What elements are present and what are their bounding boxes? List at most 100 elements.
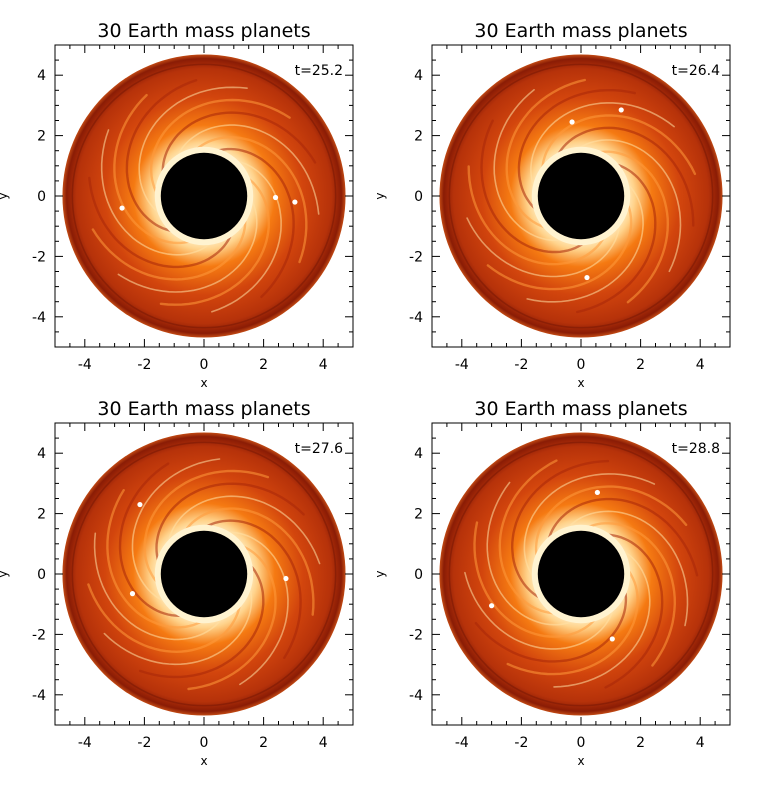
planet-3 xyxy=(609,636,615,642)
spiral-arm xyxy=(574,139,682,273)
x-tick-label: -4 xyxy=(455,735,469,751)
spiral-arm xyxy=(88,176,234,269)
y-axis-label: y xyxy=(0,192,10,199)
x-axis-label: x xyxy=(577,376,584,390)
y-tick-label: 0 xyxy=(414,567,423,583)
x-tick-label: 0 xyxy=(200,357,209,373)
spiral-arm xyxy=(118,462,187,618)
inner-cavity xyxy=(160,152,248,240)
panel-title: 30 Earth mass planets xyxy=(97,20,310,42)
spiral-arm xyxy=(506,566,639,676)
spiral-arm xyxy=(138,561,265,679)
time-label: t=25.2 xyxy=(295,63,343,79)
y-tick-label: 4 xyxy=(414,68,423,84)
y-tick-label: 2 xyxy=(414,129,423,145)
x-tick-label: 4 xyxy=(319,357,328,373)
planet-2 xyxy=(272,194,279,201)
spiral-arm xyxy=(155,482,305,567)
time-label: t=26.4 xyxy=(672,63,720,79)
spiral-structure xyxy=(88,79,320,313)
spiral-arm xyxy=(467,165,607,266)
spiral-arm xyxy=(583,522,677,667)
x-tick-label: 2 xyxy=(636,357,645,373)
spiral-arm xyxy=(493,89,568,242)
x-tick-label: -2 xyxy=(137,735,151,751)
panel-4: -4 -2 0 2 4 -4 -2 0 2 4 x y 30 Earth mass planets t=2… xyxy=(373,398,731,768)
axis-ticks xyxy=(431,44,731,348)
y-axis-label: y xyxy=(0,570,10,577)
y-tick-label: 2 xyxy=(414,507,423,523)
x-tick-label: 0 xyxy=(577,735,586,751)
y-tick-label: -2 xyxy=(409,249,423,265)
spiral-arm xyxy=(100,129,215,256)
planet-3 xyxy=(292,199,298,205)
time-label: t=27.6 xyxy=(295,441,343,457)
outer-ring xyxy=(448,441,714,707)
x-tick-label: 0 xyxy=(200,735,209,751)
spiral-arm xyxy=(526,179,644,303)
spiral-arm xyxy=(464,571,615,650)
spiral-arm xyxy=(106,489,207,629)
spiral-arm xyxy=(498,459,560,615)
time-label: t=28.8 xyxy=(672,441,720,457)
spiral-arm xyxy=(125,79,198,233)
x-tick-label: -2 xyxy=(514,357,528,373)
y-axis-label: y xyxy=(373,570,387,577)
spiral-arm xyxy=(480,119,588,254)
spiral-arm xyxy=(555,126,695,227)
x-tick-label: 4 xyxy=(696,735,705,751)
panel-title: 30 Earth mass planets xyxy=(474,20,687,42)
spiral-arm xyxy=(602,533,664,689)
planet-2 xyxy=(618,107,624,113)
spiral-arm xyxy=(143,469,270,587)
y-tick-label: 4 xyxy=(37,446,46,462)
spiral-arm xyxy=(212,147,295,299)
y-tick-label: -4 xyxy=(32,310,46,326)
y-tick-label: -4 xyxy=(32,688,46,704)
y-tick-label: -2 xyxy=(32,249,46,265)
y-tick-label: -4 xyxy=(409,310,423,326)
spiral-arm xyxy=(159,175,271,306)
spiral-arm xyxy=(131,458,221,604)
spiral-arm xyxy=(546,497,699,577)
x-tick-label: 4 xyxy=(696,357,705,373)
y-tick-label: 0 xyxy=(37,567,46,583)
outer-ring xyxy=(71,63,337,329)
spiral-arm xyxy=(523,473,656,582)
spiral-arm xyxy=(187,543,277,691)
x-axis-label: x xyxy=(200,754,207,768)
planet-1 xyxy=(119,205,125,211)
spiral-arm xyxy=(182,507,315,616)
spiral-arm xyxy=(91,214,247,281)
planet-1 xyxy=(569,119,575,125)
y-tick-label: -2 xyxy=(409,627,423,643)
panel-1: -4 -2 0 2 4 -4 -2 0 2 4 x y 30 Earth mass planets t=2… xyxy=(0,20,354,390)
panel-title: 30 Earth mass planets xyxy=(97,398,310,420)
inner-cavity xyxy=(160,530,248,618)
x-tick-label: -4 xyxy=(78,357,92,373)
outer-ring xyxy=(71,441,337,707)
x-axis-label: x xyxy=(577,754,584,768)
spiral-arm xyxy=(486,481,579,626)
y-tick-label: -2 xyxy=(32,627,46,643)
y-tick-label: 4 xyxy=(37,68,46,84)
x-tick-label: -2 xyxy=(137,357,151,373)
spiral-arm xyxy=(505,78,586,230)
spiral-structure xyxy=(87,458,321,691)
spiral-arm xyxy=(576,162,657,314)
x-tick-label: 2 xyxy=(259,357,268,373)
spiral-arm xyxy=(161,111,317,178)
spiral-arm xyxy=(103,582,253,666)
panel-3: -4 -2 0 2 4 -4 -2 0 2 4 x y 30 Earth mass planets t=2… xyxy=(0,398,354,768)
spiral-arm xyxy=(211,159,282,313)
spiral-arm xyxy=(138,86,248,217)
x-tick-label: 4 xyxy=(319,735,328,751)
x-tick-label: -4 xyxy=(455,357,469,373)
spiral-arm xyxy=(174,124,320,215)
spiral-arm xyxy=(201,519,302,659)
x-tick-label: 0 xyxy=(577,357,586,373)
spiral-arm xyxy=(87,583,242,654)
x-tick-label: -4 xyxy=(78,735,92,751)
spiral-arm xyxy=(530,102,675,193)
y-tick-label: 0 xyxy=(37,189,46,205)
